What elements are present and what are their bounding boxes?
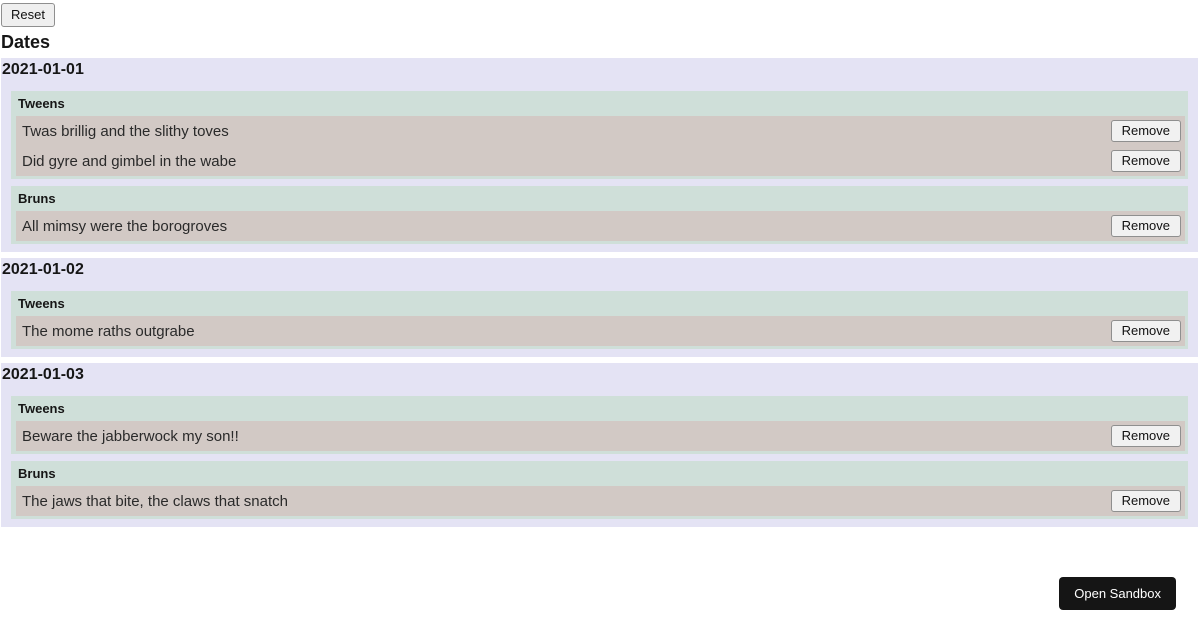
- row-list: The mome raths outgrabe Remove: [16, 316, 1185, 346]
- list-item: Twas brillig and the slithy toves Remove: [16, 116, 1185, 146]
- group-list: Tweens Twas brillig and the slithy toves…: [1, 91, 1198, 244]
- item-text: The mome raths outgrabe: [22, 323, 1111, 340]
- date-heading: 2021-01-02: [2, 261, 1198, 279]
- date-heading: 2021-01-03: [2, 366, 1198, 384]
- group: Bruns All mimsy were the borogroves Remo…: [11, 186, 1188, 244]
- item-text: Beware the jabberwock my son!!: [22, 428, 1111, 445]
- group-header: Tweens: [16, 291, 1185, 316]
- reset-button[interactable]: Reset: [1, 3, 55, 27]
- remove-button[interactable]: Remove: [1111, 150, 1181, 172]
- group-list: Tweens Beware the jabberwock my son!! Re…: [1, 396, 1198, 519]
- row-list: Beware the jabberwock my son!! Remove: [16, 421, 1185, 451]
- remove-button[interactable]: Remove: [1111, 215, 1181, 237]
- list-item: All mimsy were the borogroves Remove: [16, 211, 1185, 241]
- item-text: All mimsy were the borogroves: [22, 218, 1111, 235]
- dates-list: 2021-01-01 Tweens Twas brillig and the s…: [1, 58, 1198, 527]
- row-list: The jaws that bite, the claws that snatc…: [16, 486, 1185, 516]
- group: Tweens Beware the jabberwock my son!! Re…: [11, 396, 1188, 454]
- group-header: Bruns: [16, 186, 1185, 211]
- group-header: Tweens: [16, 396, 1185, 421]
- date-heading: 2021-01-01: [2, 61, 1198, 79]
- remove-button[interactable]: Remove: [1111, 490, 1181, 512]
- date-section: 2021-01-03 Tweens Beware the jabberwock …: [1, 363, 1198, 527]
- row-list: All mimsy were the borogroves Remove: [16, 211, 1185, 241]
- group: Bruns The jaws that bite, the claws that…: [11, 461, 1188, 519]
- row-list: Twas brillig and the slithy toves Remove…: [16, 116, 1185, 176]
- date-section: 2021-01-01 Tweens Twas brillig and the s…: [1, 58, 1198, 252]
- open-sandbox-button[interactable]: Open Sandbox: [1059, 577, 1176, 610]
- list-item: Did gyre and gimbel in the wabe Remove: [16, 146, 1185, 176]
- page-title: Dates: [1, 32, 1198, 53]
- group-header: Tweens: [16, 91, 1185, 116]
- group: Tweens Twas brillig and the slithy toves…: [11, 91, 1188, 179]
- remove-button[interactable]: Remove: [1111, 120, 1181, 142]
- group-header: Bruns: [16, 461, 1185, 486]
- list-item: The mome raths outgrabe Remove: [16, 316, 1185, 346]
- group-list: Tweens The mome raths outgrabe Remove: [1, 291, 1198, 349]
- group: Tweens The mome raths outgrabe Remove: [11, 291, 1188, 349]
- item-text: Did gyre and gimbel in the wabe: [22, 153, 1111, 170]
- item-text: The jaws that bite, the claws that snatc…: [22, 493, 1111, 510]
- remove-button[interactable]: Remove: [1111, 425, 1181, 447]
- remove-button[interactable]: Remove: [1111, 320, 1181, 342]
- date-section: 2021-01-02 Tweens The mome raths outgrab…: [1, 258, 1198, 357]
- list-item: Beware the jabberwock my son!! Remove: [16, 421, 1185, 451]
- item-text: Twas brillig and the slithy toves: [22, 123, 1111, 140]
- list-item: The jaws that bite, the claws that snatc…: [16, 486, 1185, 516]
